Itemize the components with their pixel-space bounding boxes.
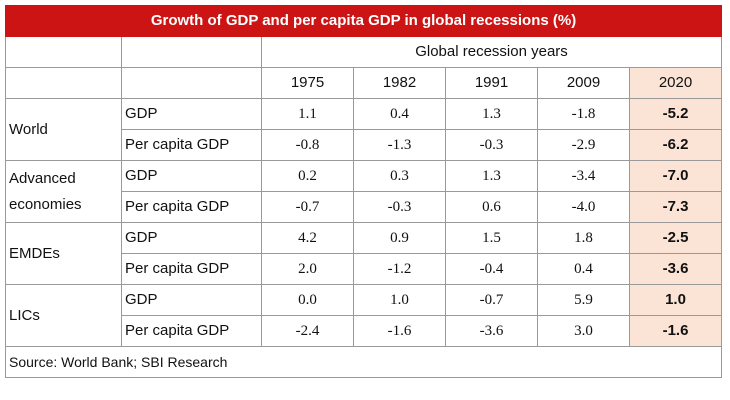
value-cell: 0.6 — [445, 191, 538, 223]
metric-label: GDP — [121, 98, 262, 130]
table-row: Per capita GDP -0.8 -1.3 -0.3 -2.9 -6.2 — [6, 129, 723, 161]
metric-label: Per capita GDP — [121, 253, 262, 285]
value-cell: 1.0 — [628, 284, 723, 316]
value-cell: -3.6 — [445, 315, 538, 347]
table-row: EMDEs GDP 4.2 0.9 1.5 1.8 -2.5 — [5, 222, 723, 285]
value-cell: -1.6 — [628, 315, 723, 347]
value-cell: 1.5 — [445, 222, 538, 254]
value-cell: 1.0 — [353, 284, 446, 316]
table-row: World GDP 1.1 0.4 1.3 -1.8 -5.2 — [5, 98, 723, 161]
year-header-1991: 1991 — [445, 67, 538, 99]
corner-cell-region — [5, 67, 122, 99]
value-cell: -0.8 — [261, 129, 354, 161]
value-cell: -3.6 — [628, 253, 723, 285]
value-cell: -1.6 — [353, 315, 446, 347]
value-cell: -7.3 — [628, 191, 723, 223]
table-row: Per capita GDP 2.0 -1.2 -0.4 0.4 -3.6 — [6, 253, 723, 285]
corner-cell-metric — [121, 67, 262, 99]
value-cell: 0.0 — [261, 284, 354, 316]
value-cell: -6.2 — [628, 129, 723, 161]
value-cell: 4.2 — [261, 222, 354, 254]
value-cell: -1.3 — [353, 129, 446, 161]
value-cell: 1.3 — [445, 160, 538, 192]
source-note: Source: World Bank; SBI Research — [4, 346, 723, 378]
region-label: Advanced economies — [5, 160, 122, 223]
value-cell: 0.2 — [261, 160, 354, 192]
value-cell: 1.8 — [537, 222, 630, 254]
value-cell: -0.4 — [445, 253, 538, 285]
region-label: EMDEs — [5, 222, 122, 285]
value-cell: -2.4 — [261, 315, 354, 347]
corner-cell-top-metric — [121, 36, 262, 68]
year-header-1982: 1982 — [353, 67, 446, 99]
value-cell: -1.2 — [353, 253, 446, 285]
table-row: Per capita GDP -0.7 -0.3 0.6 -4.0 -7.3 — [6, 191, 723, 223]
value-cell: -0.7 — [445, 284, 538, 316]
region-label: LICs — [5, 284, 122, 347]
column-group-label: Global recession years — [260, 36, 723, 68]
table-row: Advanced economies GDP 0.2 0.3 1.3 -3.4 -7.0 — [5, 160, 723, 223]
value-cell: 0.3 — [353, 160, 446, 192]
value-cell: 2.0 — [261, 253, 354, 285]
year-header-2009: 2009 — [537, 67, 630, 99]
value-cell: 1.1 — [261, 98, 354, 130]
value-cell: -4.0 — [537, 191, 630, 223]
table-title: Growth of GDP and per capita GDP in glob… — [4, 5, 723, 37]
year-header-1975: 1975 — [261, 67, 354, 99]
value-cell: -1.8 — [537, 98, 630, 130]
metric-label: Per capita GDP — [121, 129, 262, 161]
metric-label: GDP — [121, 222, 262, 254]
value-cell: -2.5 — [628, 222, 723, 254]
value-cell: 0.4 — [537, 253, 630, 285]
table-row: LICs GDP 0.0 1.0 -0.7 5.9 1.0 — [5, 284, 723, 347]
metric-label: Per capita GDP — [121, 315, 262, 347]
value-cell: -0.7 — [261, 191, 354, 223]
value-cell: -0.3 — [353, 191, 446, 223]
value-cell: -0.3 — [445, 129, 538, 161]
value-cell: 3.0 — [537, 315, 630, 347]
metric-label: Per capita GDP — [121, 191, 262, 223]
table-row: Per capita GDP -2.4 -1.6 -3.6 3.0 -1.6 — [6, 315, 723, 347]
metric-label: GDP — [121, 284, 262, 316]
metric-label: GDP — [121, 160, 262, 192]
value-cell: -5.2 — [628, 98, 723, 130]
value-cell: -7.0 — [628, 160, 723, 192]
value-cell: -3.4 — [537, 160, 630, 192]
recession-growth-table: Growth of GDP and per capita GDP in glob… — [4, 5, 723, 395]
year-header-2020: 2020 — [628, 67, 723, 99]
value-cell: 0.4 — [353, 98, 446, 130]
value-cell: 5.9 — [537, 284, 630, 316]
value-cell: 1.3 — [445, 98, 538, 130]
region-label: World — [5, 98, 122, 161]
value-cell: 0.9 — [353, 222, 446, 254]
value-cell: -2.9 — [537, 129, 630, 161]
corner-cell-top-left — [5, 36, 122, 68]
